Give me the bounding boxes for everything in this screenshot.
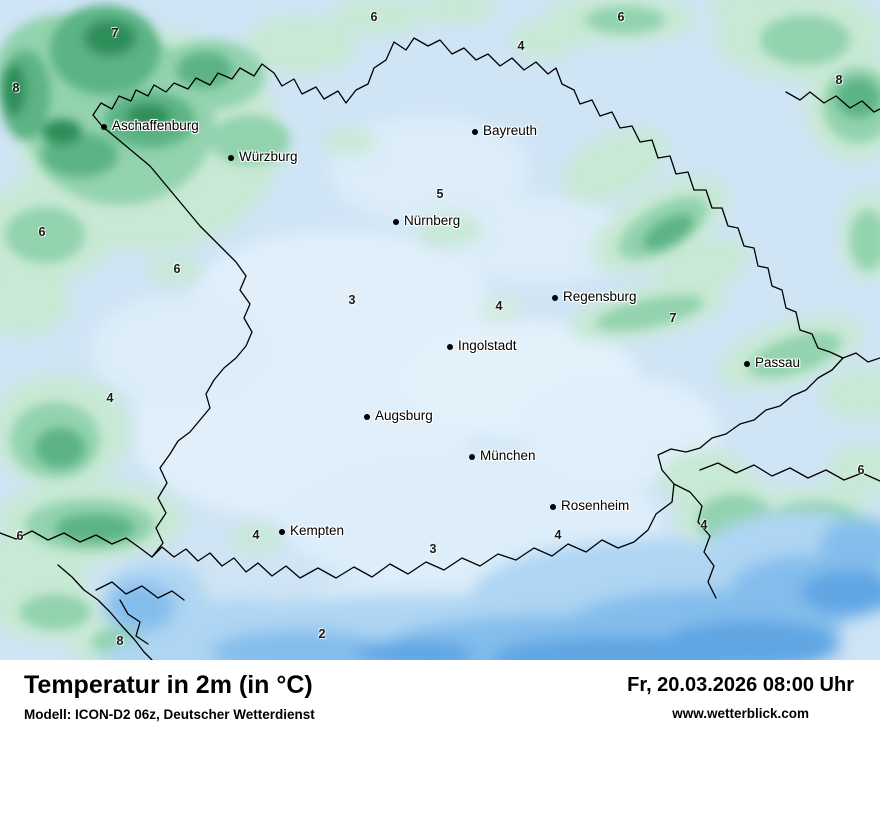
temperature-value: 4 (700, 518, 708, 532)
datetime-block: Fr, 20.03.2026 08:00 Uhr www.wetterblick… (627, 672, 854, 721)
city-label: Passau (755, 355, 801, 370)
city-dot (364, 414, 370, 420)
city-dot (393, 219, 399, 225)
temperature-value: 3 (348, 293, 356, 307)
valid-time: Fr, 20.03.2026 08:00 Uhr (627, 674, 854, 696)
page-title: Temperatur in 2m (in °C) (24, 671, 313, 699)
temperature-value: 2 (318, 627, 326, 641)
temperature-value: 6 (617, 10, 625, 24)
city-label: Nürnberg (404, 213, 461, 228)
city-label: Rosenheim (561, 498, 630, 513)
map-overlay: Aschaffenburg Würzburg Bayreuth Nürnberg Reg… (12, 10, 865, 648)
city-label: Bayreuth (483, 123, 538, 138)
city-label: Kempten (290, 523, 345, 538)
city-dot (447, 344, 453, 350)
city-dot (550, 504, 556, 510)
city-label: Aschaffenburg (112, 118, 199, 133)
temperature-value: 4 (554, 528, 562, 542)
city-label: Regensburg (563, 289, 637, 304)
temperature-value: 5 (436, 187, 444, 201)
temperature-value: 6 (370, 10, 378, 24)
website-url: www.wetterblick.com (672, 706, 809, 721)
temperature-value: 6 (857, 463, 865, 477)
temperature-field-image (0, 0, 880, 660)
temperature-value: 8 (835, 73, 843, 87)
city-label: Würzburg (239, 149, 298, 164)
city-label: München (480, 448, 536, 463)
info-panel: Temperatur in 2m (in °C) Modell: ICON-D2… (0, 660, 880, 830)
temperature-value: 6 (38, 225, 46, 239)
temperature-value: 4 (252, 528, 260, 542)
city-dot (279, 529, 285, 535)
city-dot (552, 295, 558, 301)
city-label: Augsburg (375, 408, 433, 423)
dark-green-patches (0, 5, 880, 542)
city-dot (228, 155, 234, 161)
temperature-map: Aschaffenburg Würzburg Bayreuth Nürnberg Reg… (0, 0, 880, 660)
city-dot (469, 454, 475, 460)
border-lines (0, 37, 880, 660)
temperature-value: 4 (495, 299, 503, 313)
city-dot (472, 129, 478, 135)
temperature-value: 7 (111, 26, 119, 40)
temperature-value: 4 (106, 391, 114, 405)
temperature-value: 7 (669, 311, 677, 325)
city-dot (744, 361, 750, 367)
city-label: Ingolstadt (458, 338, 517, 353)
temperature-value: 4 (517, 39, 525, 53)
temperature-value: 8 (116, 634, 124, 648)
cold-blue-patches (100, 510, 880, 660)
temperature-value: 6 (16, 529, 24, 543)
title-block: Temperatur in 2m (in °C) Modell: ICON-D2… (24, 671, 315, 722)
city-dot (101, 124, 107, 130)
temperature-value: 3 (429, 542, 437, 556)
model-info: Modell: ICON-D2 06z, Deutscher Wetterdie… (24, 706, 315, 722)
temperature-value: 6 (173, 262, 181, 276)
temperature-value: 8 (12, 81, 20, 95)
